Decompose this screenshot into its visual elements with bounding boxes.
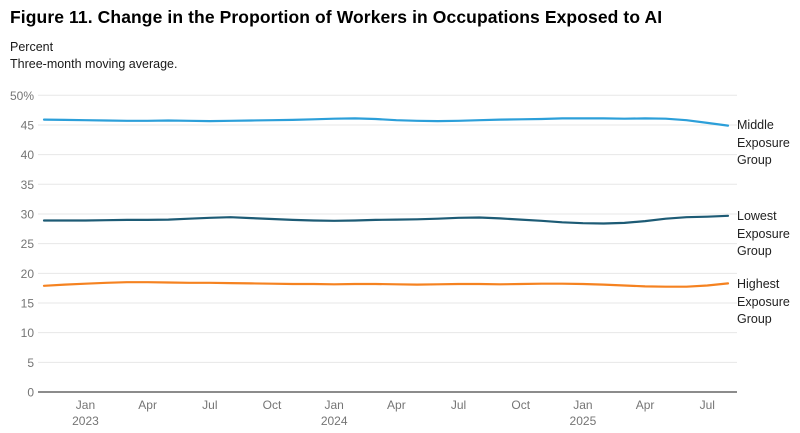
x-tick-label-Jan-2024: Jan <box>325 398 344 412</box>
subtitle-unit: Percent <box>10 40 54 54</box>
x-tick-label-Jan-2023: Jan <box>76 398 95 412</box>
x-tick-label-Jan-2025: Jan <box>573 398 592 412</box>
y-tick-label-50: 50% <box>10 89 34 103</box>
x-tick-label-Jul: Jul <box>202 398 217 412</box>
figure-title: Figure 11. Change in the Proportion of W… <box>10 7 663 27</box>
x-tick-label-Apr: Apr <box>636 398 655 412</box>
subtitle-note: Three-month moving average. <box>10 57 178 71</box>
x-tick-label-Apr: Apr <box>387 398 406 412</box>
y-tick-label-10: 10 <box>21 326 35 340</box>
series-line-middle-exposure-group <box>42 117 730 127</box>
series-label-lowest-exposure-group: Lowest Exposure Group <box>737 209 790 258</box>
x-tick-label-Apr: Apr <box>138 398 157 412</box>
x-tick-year-2024: 2024 <box>321 414 348 428</box>
x-tick-label-Jul: Jul <box>451 398 466 412</box>
y-tick-label-0: 0 <box>27 386 34 400</box>
y-tick-label-40: 40 <box>21 148 35 162</box>
y-tick-label-5: 5 <box>27 356 34 370</box>
y-tick-label-35: 35 <box>21 178 35 192</box>
y-tick-label-20: 20 <box>21 267 35 281</box>
figure-subtitle: Percent Three-month moving average. <box>10 39 177 73</box>
x-tick-label-Jul: Jul <box>700 398 715 412</box>
y-tick-label-25: 25 <box>21 237 35 251</box>
y-tick-label-30: 30 <box>21 207 35 221</box>
y-tick-label-45: 45 <box>21 118 35 132</box>
series-line-highest-exposure-group <box>42 281 730 288</box>
x-tick-label-Oct: Oct <box>511 398 530 412</box>
series-label-middle-exposure-group: Middle Exposure Group <box>737 118 790 167</box>
y-tick-label-15: 15 <box>21 296 35 310</box>
x-tick-year-2023: 2023 <box>72 414 99 428</box>
x-tick-year-2025: 2025 <box>570 414 597 428</box>
series-label-highest-exposure-group: Highest Exposure Group <box>737 277 790 326</box>
x-tick-label-Oct: Oct <box>263 398 282 412</box>
series-line-lowest-exposure-group <box>42 214 730 225</box>
